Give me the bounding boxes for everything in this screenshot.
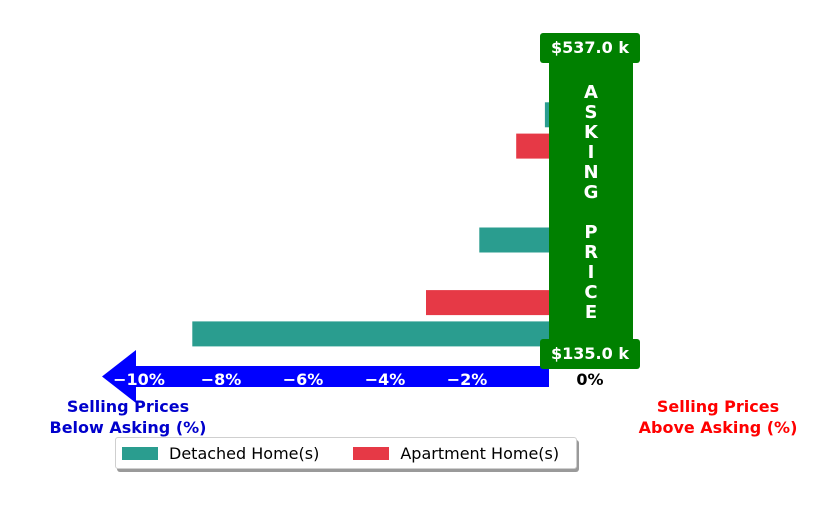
legend-item-apartment: Apartment Home(s) [353,444,559,463]
legend-swatch-apartment [353,446,390,460]
above-asking-label: Selling Prices Above Asking (%) [638,397,798,437]
legend: Detached Home(s) Apartment Home(s) [115,437,577,469]
legend-label-apartment: Apartment Home(s) [400,443,560,463]
x-tick-label: 0% [576,370,603,389]
x-tick-label: −10% [113,370,165,389]
bar-3 [516,133,549,159]
asking-price-band [549,48,633,354]
bar-2 [544,102,549,128]
below-asking-label: Selling Prices Below Asking (%) [49,397,207,437]
bar-9 [192,321,550,347]
x-tick-label: −2% [447,370,488,389]
legend-item-detached: Detached Home(s) [122,444,319,463]
bar-6 [479,227,549,253]
bottom-price-badge: $135.0 k [540,339,640,369]
x-tick-label: −6% [283,370,324,389]
legend-swatch-detached [122,446,158,460]
x-axis-ticks: −10% −8% −6% −4% −2% 0% [113,370,603,389]
bars-group [192,71,562,347]
x-tick-label: −8% [201,370,242,389]
bar-8 [426,290,549,316]
below-asking-arrow [102,350,549,403]
legend-label-detached: Detached Home(s) [169,443,320,463]
x-tick-label: −4% [365,370,406,389]
top-price-badge: $537.0 k [540,33,640,63]
